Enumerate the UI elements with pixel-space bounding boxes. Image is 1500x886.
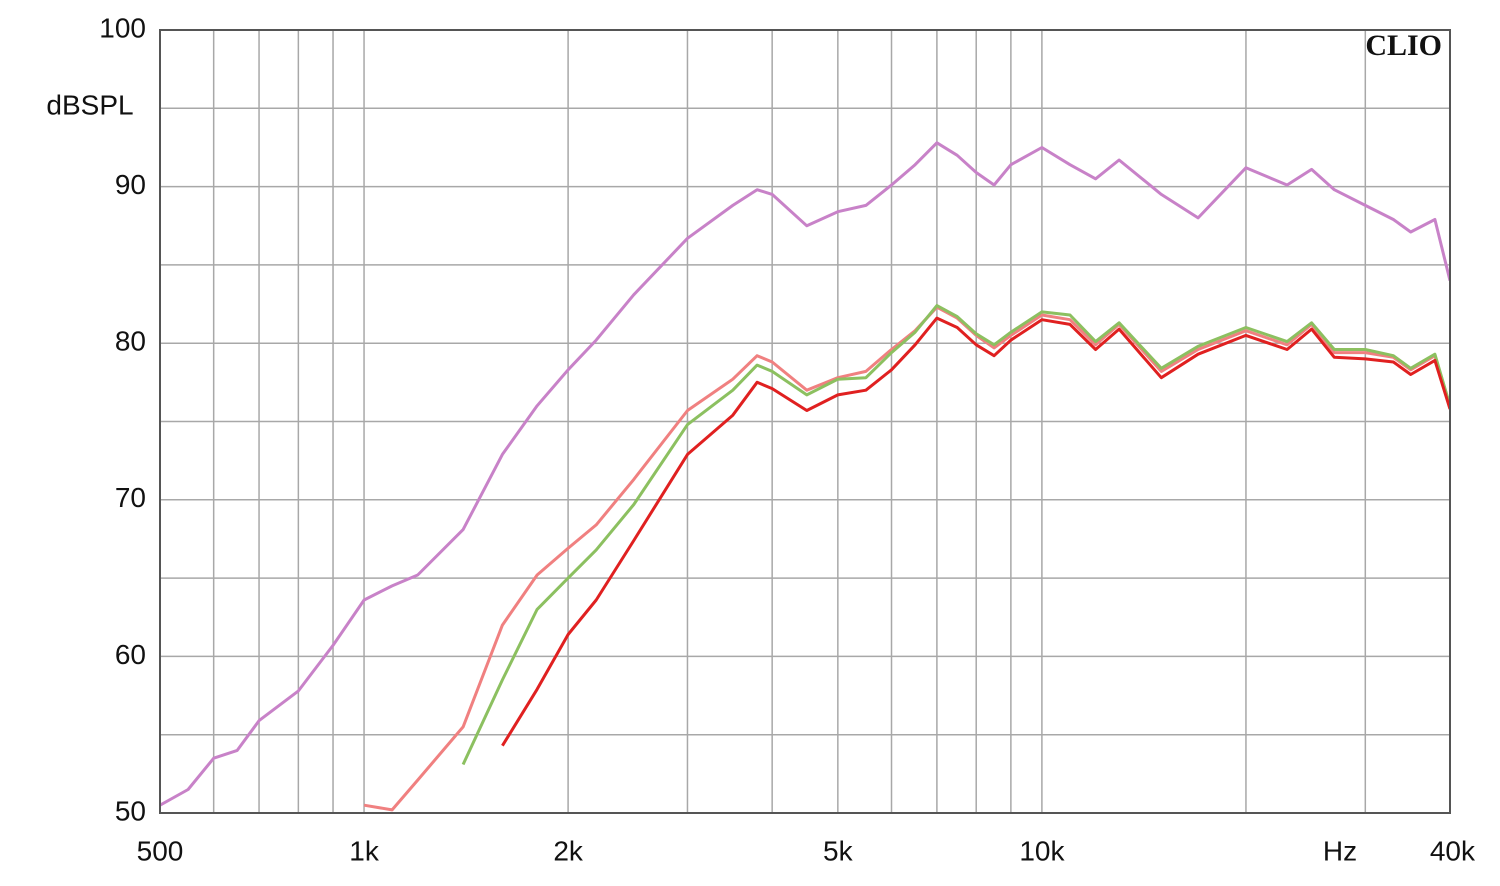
x-tick-label: 2k: [553, 835, 584, 866]
response-line: [461, 304, 1450, 766]
y-axis-label: dBSPL: [46, 89, 133, 120]
x-axis-label: Hz: [1323, 835, 1357, 866]
y-tick-label: 70: [115, 482, 146, 513]
plot-frame: [159, 29, 1451, 814]
x-tick-label: 1k: [349, 835, 380, 866]
x-tick-label: 500: [137, 835, 184, 866]
x-tick-label: 5k: [823, 835, 854, 866]
y-tick-label: 60: [115, 639, 146, 670]
lines: [160, 141, 1450, 812]
watermark: CLIO: [1365, 29, 1442, 62]
x-tick-label: 10k: [1019, 835, 1065, 866]
y-tick-label: 100: [99, 12, 146, 43]
response-line: [160, 141, 1450, 807]
y-tick-label: 90: [115, 169, 146, 200]
response-line: [501, 316, 1450, 747]
y-tick-label: 80: [115, 326, 146, 357]
grid: [159, 29, 1451, 814]
x-tick-label: 40k: [1430, 835, 1476, 866]
y-tick-label: 50: [115, 795, 146, 826]
